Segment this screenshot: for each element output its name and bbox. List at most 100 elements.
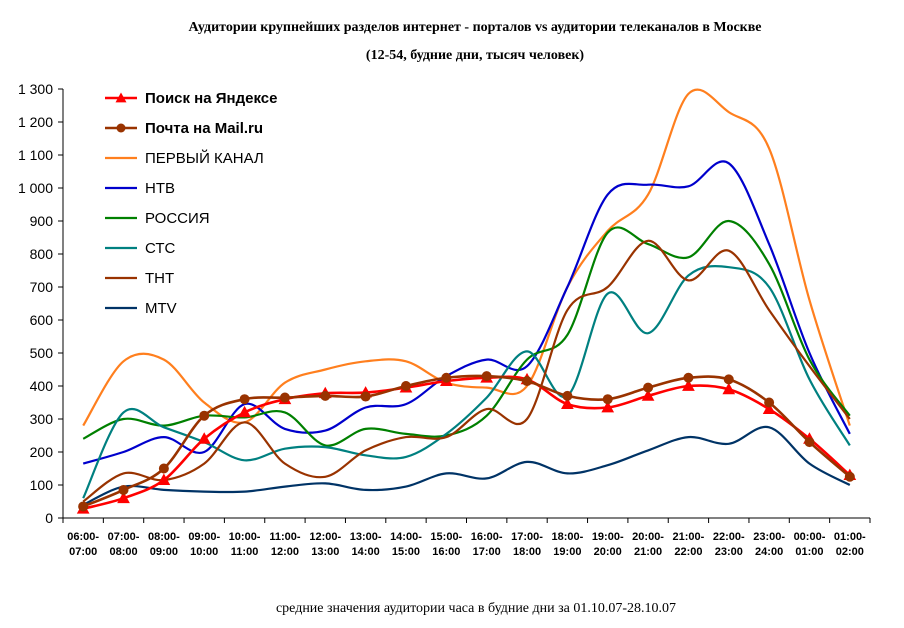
x-tick-label: 17:00 xyxy=(473,546,501,558)
y-tick-label: 1 000 xyxy=(18,180,53,196)
legend-marker xyxy=(116,123,126,133)
x-tick-label: 21:00- xyxy=(673,531,705,543)
legend-label: НТВ xyxy=(145,180,175,197)
series-line xyxy=(82,88,851,427)
x-tick-label: 18:00 xyxy=(513,546,541,558)
x-tick-label: 18:00- xyxy=(551,531,583,543)
series-3 xyxy=(82,160,851,465)
data-point xyxy=(683,372,694,383)
x-tick-label: 21:00 xyxy=(634,546,662,558)
legend-item: Почта на Mail.ru xyxy=(105,120,263,137)
series-6 xyxy=(82,239,851,503)
legend-marker xyxy=(115,92,127,103)
y-tick-label: 800 xyxy=(30,246,54,262)
y-axis: 0 100 200 300 400 500 600 700 800 900 1 000 1 100 1 … xyxy=(18,81,64,526)
series-group xyxy=(76,88,857,514)
legend-item: ТНТ xyxy=(105,270,174,287)
x-tick-label: 22:00- xyxy=(713,531,745,543)
data-point xyxy=(279,392,290,403)
legend-label: Почта на Mail.ru xyxy=(145,120,263,137)
x-tick-label: 19:00- xyxy=(592,531,624,543)
data-point xyxy=(561,397,574,410)
y-tick-label: 1 200 xyxy=(18,114,53,130)
legend-item: НТВ xyxy=(105,180,175,197)
x-tick-label: 20:00- xyxy=(632,531,664,543)
x-tick-label: 07:00 xyxy=(69,546,97,558)
x-tick-label: 16:00 xyxy=(432,546,460,558)
data-point xyxy=(360,391,371,402)
chart-subtitle: (12-54, будние дни, тысяч человек) xyxy=(366,48,585,63)
x-tick-label: 13:00- xyxy=(350,531,382,543)
data-point xyxy=(197,432,211,444)
chart-footnote: средние значения аудитории часа в будние… xyxy=(276,601,676,616)
data-point xyxy=(481,371,492,382)
data-point xyxy=(722,382,736,395)
x-tick-label: 10:00 xyxy=(190,546,218,558)
data-point xyxy=(764,397,775,408)
legend-item: СТС xyxy=(105,240,175,257)
legend-label: ТНТ xyxy=(145,270,174,287)
data-point xyxy=(602,394,613,405)
y-tick-label: 400 xyxy=(30,378,54,394)
data-point xyxy=(641,389,655,401)
legend-item: РОССИЯ xyxy=(105,210,210,227)
x-tick-label: 23:00 xyxy=(715,546,743,558)
legend-label: ПЕРВЫЙ КАНАЛ xyxy=(145,149,264,167)
x-tick-label: 23:00- xyxy=(753,531,785,543)
data-point xyxy=(441,372,452,383)
y-tick-label: 900 xyxy=(30,213,54,229)
data-point xyxy=(78,501,89,512)
legend-item: ПЕРВЫЙ КАНАЛ xyxy=(105,149,264,167)
legend-item: Поиск на Яндексе xyxy=(105,90,277,107)
chart-title: Аудитории крупнейших разделов интернет -… xyxy=(188,20,761,35)
data-point xyxy=(199,410,210,421)
x-tick-label: 10:00- xyxy=(229,531,261,543)
data-point xyxy=(562,390,573,401)
y-tick-label: 300 xyxy=(30,411,54,427)
series-7 xyxy=(82,425,851,506)
x-tick-label: 12:00 xyxy=(271,546,299,558)
data-point xyxy=(844,471,855,482)
y-tick-label: 200 xyxy=(30,444,54,460)
data-point xyxy=(118,484,129,495)
x-tick-label: 08:00- xyxy=(148,531,180,543)
x-tick-label: 02:00 xyxy=(836,546,864,558)
data-point xyxy=(804,437,815,448)
x-tick-label: 09:00 xyxy=(150,546,178,558)
y-tick-label: 0 xyxy=(45,510,53,526)
data-point xyxy=(682,379,695,391)
x-tick-label: 14:00- xyxy=(390,531,422,543)
data-point xyxy=(643,382,654,393)
data-point xyxy=(117,491,130,504)
x-tick-label: 11:00 xyxy=(231,546,259,558)
legend-item: MTV xyxy=(105,300,177,317)
series-line xyxy=(82,264,851,499)
x-tick-label: 07:00- xyxy=(108,531,140,543)
y-tick-label: 100 xyxy=(30,477,54,493)
x-tick-label: 01:00 xyxy=(795,546,823,558)
series-line xyxy=(82,425,851,506)
y-tick-label: 1 300 xyxy=(18,81,53,97)
x-tick-label: 22:00 xyxy=(674,546,702,558)
series-line xyxy=(82,239,851,503)
x-tick-label: 20:00 xyxy=(594,546,622,558)
data-point xyxy=(762,402,776,414)
legend-label: СТС xyxy=(145,240,175,257)
series-2 xyxy=(82,88,851,427)
x-tick-label: 14:00 xyxy=(352,546,380,558)
legend-label: MTV xyxy=(145,300,177,317)
data-point xyxy=(239,394,250,405)
x-tick-label: 24:00 xyxy=(755,546,783,558)
x-tick-label: 11:00- xyxy=(269,531,301,543)
series-5 xyxy=(82,264,851,499)
x-tick-label: 13:00 xyxy=(311,546,339,558)
x-tick-label: 09:00- xyxy=(188,531,220,543)
y-tick-label: 600 xyxy=(30,312,54,328)
x-tick-label: 17:00- xyxy=(511,531,543,543)
x-tick-label: 08:00 xyxy=(109,546,137,558)
data-point xyxy=(522,376,533,387)
series-line xyxy=(82,219,851,447)
x-tick-label: 16:00- xyxy=(471,531,503,543)
legend-label: РОССИЯ xyxy=(145,210,210,227)
data-point xyxy=(238,405,251,418)
